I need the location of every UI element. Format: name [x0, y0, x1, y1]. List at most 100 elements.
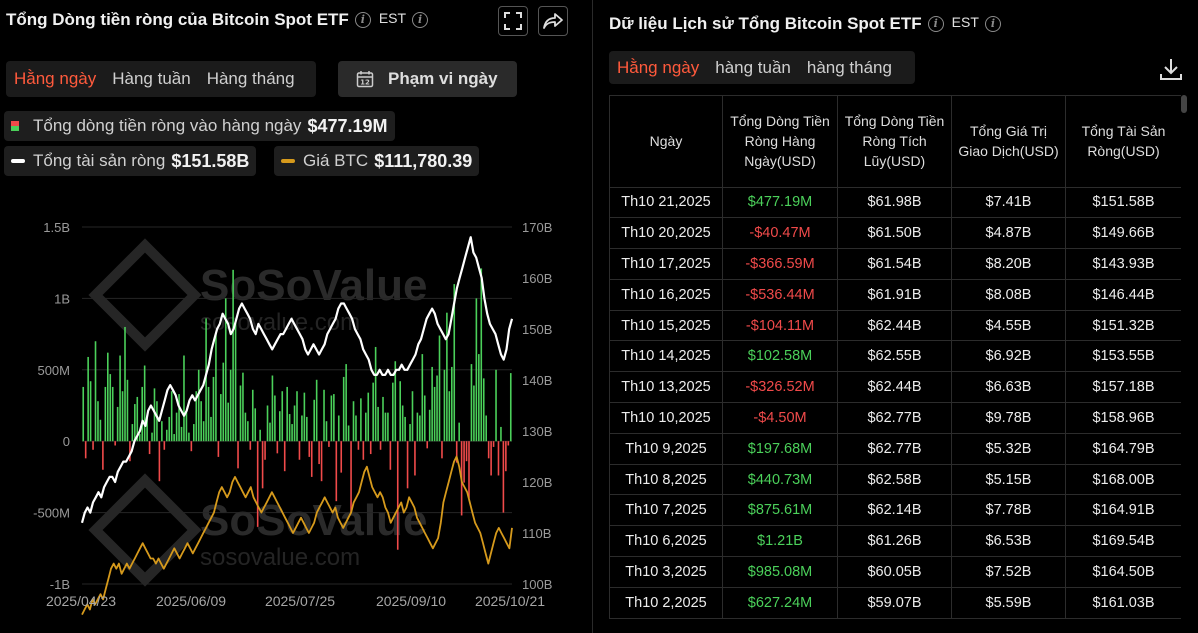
date-range-button[interactable]: 12 Phạm vi ngày	[338, 61, 517, 97]
cell-net-assets: $164.91B	[1065, 494, 1181, 527]
cell-date: Th10 7,2025	[609, 494, 723, 527]
history-tab-daily[interactable]: Hằng ngày	[617, 57, 700, 77]
col-value-traded[interactable]: Tổng Giá Trị Giao Dịch(USD)	[951, 96, 1066, 188]
cell-net-assets: $164.50B	[1065, 556, 1181, 588]
inflow-bar	[215, 332, 217, 442]
table-row[interactable]: Th10 16,2025 -$536.44M $61.91B $8.08B $146.4…	[609, 278, 1181, 311]
col-daily-inflow[interactable]: Tổng Dòng Tiền Ròng Hàng Ngày(USD)	[722, 96, 838, 188]
inflow-bar	[197, 369, 200, 442]
btc-line-swatch-icon	[281, 159, 295, 163]
table-scrollbar[interactable]	[1181, 95, 1187, 615]
inflow-bar	[193, 424, 195, 442]
history-tab-monthly[interactable]: hàng tháng	[806, 57, 892, 77]
cell-daily-inflow: $1.21B	[722, 525, 838, 558]
fullscreen-button[interactable]	[498, 6, 528, 36]
inflow-bar	[217, 441, 220, 457]
tab-weekly[interactable]: Hàng tuần	[112, 69, 191, 88]
table-row[interactable]: Th10 21,2025 $477.19M $61.98B $7.41B $151.58…	[609, 186, 1181, 219]
cell-value-traded: $7.41B	[951, 186, 1066, 219]
inflow-bar	[131, 424, 134, 442]
inflow-bar	[330, 395, 333, 442]
table-row[interactable]: Th10 6,2025 $1.21B $61.26B $6.53B $169.54B	[609, 525, 1181, 558]
date-range-label: Phạm vi ngày	[388, 69, 498, 88]
inflow-bar	[337, 415, 340, 442]
col-net-assets[interactable]: Tổng Tài Sản Ròng(USD)	[1065, 96, 1181, 188]
timezone-info-icon[interactable]: i	[412, 11, 429, 28]
inflow-bar	[478, 354, 480, 442]
history-table-container[interactable]: Ngày Tổng Dòng Tiền Ròng Hàng Ngày(USD) …	[609, 95, 1181, 633]
cell-daily-inflow: $197.68M	[722, 432, 838, 465]
cell-date: Th10 6,2025	[609, 525, 723, 558]
history-timezone-info-icon[interactable]: i	[984, 15, 1001, 32]
inflow-swatch-icon	[11, 121, 19, 131]
inflow-bar	[224, 298, 227, 442]
download-icon[interactable]	[1158, 56, 1184, 82]
inflow-bar	[490, 441, 492, 476]
tab-monthly[interactable]: Hàng tháng	[206, 69, 295, 88]
table-row[interactable]: Th10 8,2025 $440.73M $62.58B $5.15B $168.00B	[609, 463, 1181, 496]
inflow-bar	[465, 441, 468, 462]
cell-date: Th10 10,2025	[609, 402, 723, 434]
net-assets-line	[80, 236, 514, 524]
inflow-bar	[247, 421, 249, 442]
inflow-chart[interactable]: SoSoValuesosovalue.comSoSoValuesosovalue…	[0, 205, 580, 633]
inflow-bar	[185, 411, 188, 442]
info-icon[interactable]: i	[354, 11, 371, 28]
history-timezone: EST	[951, 14, 979, 30]
inflow-bar	[114, 441, 116, 446]
table-row[interactable]: Th10 9,2025 $197.68M $62.77B $5.32B $164.79B	[609, 432, 1181, 465]
table-row[interactable]: Th10 7,2025 $875.61M $62.14B $7.78B $164.91B	[609, 494, 1181, 527]
inflow-bar	[352, 401, 355, 442]
table-row[interactable]: Th10 10,2025 -$4.50M $62.77B $9.78B $158.96B	[609, 402, 1181, 434]
legend-btc-value: $111,780.39	[374, 150, 473, 171]
inflow-bar	[116, 406, 119, 442]
inflow-bar	[374, 346, 377, 442]
table-row[interactable]: Th10 13,2025 -$326.52M $62.44B $6.63B $157.1…	[609, 371, 1181, 404]
cell-daily-inflow: $627.24M	[722, 586, 838, 619]
col-date[interactable]: Ngày	[609, 96, 723, 188]
y-right-tick-label: 130B	[522, 424, 552, 439]
table-row[interactable]: Th10 2,2025 $627.24M $59.07B $5.59B $161.03B	[609, 586, 1181, 619]
inflow-bar	[205, 318, 207, 442]
inflow-bar	[207, 386, 210, 442]
cell-net-assets: $158.96B	[1065, 402, 1181, 434]
col-cumulative-inflow[interactable]: Tổng Dòng Tiền Ròng Tích Lũy(USD)	[837, 96, 952, 188]
inflow-bar	[310, 441, 313, 477]
inflow-bar	[455, 441, 458, 463]
share-button[interactable]	[538, 6, 568, 36]
history-tab-weekly[interactable]: hàng tuần	[715, 57, 791, 77]
tab-daily[interactable]: Hằng ngày	[14, 69, 97, 88]
inflow-bar	[396, 441, 399, 550]
inflow-bar	[87, 356, 89, 442]
inflow-bar	[134, 404, 136, 442]
cell-cumulative: $61.91B	[837, 278, 952, 311]
cell-net-assets: $146.44B	[1065, 278, 1181, 311]
table-row[interactable]: Th10 15,2025 -$104.11M $62.44B $4.55B $151.3…	[609, 309, 1181, 342]
cell-net-assets: $151.58B	[1065, 186, 1181, 219]
inflow-bar	[168, 416, 171, 442]
cell-daily-inflow: -$40.47M	[722, 217, 838, 250]
cell-value-traded: $5.15B	[951, 463, 1066, 496]
legend-net-assets[interactable]: Tổng tài sản ròng $151.58B	[4, 146, 257, 176]
cell-cumulative: $62.58B	[837, 463, 952, 496]
table-row[interactable]: Th10 20,2025 -$40.47M $61.50B $4.87B $149.66…	[609, 217, 1181, 250]
inflow-bar	[141, 386, 143, 442]
inflow-bar	[507, 441, 510, 446]
scrollbar-thumb[interactable]	[1181, 95, 1187, 113]
cell-cumulative: $62.77B	[837, 432, 952, 465]
table-row[interactable]: Th10 14,2025 $102.58M $62.55B $6.92B $153.55…	[609, 340, 1181, 373]
table-row[interactable]: Th10 17,2025 -$366.59M $61.54B $8.20B $143.9…	[609, 248, 1181, 280]
table-row[interactable]: Th10 3,2025 $985.08M $60.05B $7.52B $164.50B	[609, 556, 1181, 588]
legend-btc-price[interactable]: Giá BTC $111,780.39	[274, 146, 480, 176]
inflow-bar	[372, 382, 374, 442]
y-left-tick-label: 500M	[37, 363, 70, 378]
cell-date: Th10 16,2025	[609, 278, 723, 311]
legend-daily-inflow[interactable]: Tổng dòng tiền ròng vào hàng ngày $477.1…	[4, 111, 395, 141]
inflow-bar	[102, 441, 104, 470]
history-title: Dữ liệu Lịch sử Tổng Bitcoin Spot ETF i ES…	[609, 14, 1001, 34]
inflow-bar	[451, 366, 453, 442]
inflow-bar	[119, 355, 121, 442]
inflow-bar	[173, 434, 175, 442]
history-info-icon[interactable]: i	[927, 15, 944, 32]
inflow-bar	[92, 441, 94, 450]
